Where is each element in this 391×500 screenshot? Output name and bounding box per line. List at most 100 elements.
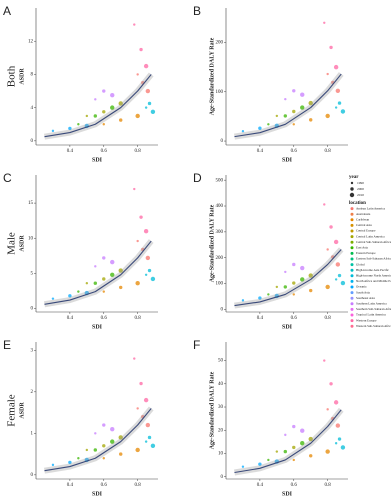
point	[292, 424, 296, 429]
point	[337, 273, 342, 278]
point	[135, 113, 140, 119]
trend-line	[44, 240, 152, 305]
trend-band	[43, 72, 154, 140]
point	[77, 290, 80, 293]
point	[143, 397, 149, 403]
point	[333, 400, 339, 405]
point	[308, 100, 313, 106]
point	[258, 296, 262, 300]
x-tick-label: 0.4	[67, 149, 74, 154]
point	[323, 203, 326, 206]
point	[241, 130, 245, 133]
point	[292, 281, 296, 285]
legend-swatch	[350, 218, 354, 222]
point	[284, 433, 287, 437]
legend-swatch	[350, 207, 354, 211]
x-axis-label: SDI	[92, 157, 103, 163]
point	[136, 407, 139, 410]
point	[150, 276, 156, 282]
point	[337, 437, 342, 441]
point	[292, 445, 296, 450]
panel-letter: B	[193, 4, 201, 18]
y-tick-label: 12	[28, 39, 34, 44]
point	[275, 285, 279, 289]
row-label: Male	[6, 232, 18, 255]
point	[150, 443, 156, 448]
point	[102, 123, 105, 126]
legend-label: High-income North America	[356, 274, 391, 278]
legend-swatch	[350, 212, 354, 216]
legend-label: Caribbean	[356, 218, 370, 222]
y-axis-label: ASDR	[19, 68, 25, 85]
legend-swatch	[350, 257, 354, 261]
point	[147, 268, 152, 273]
point	[102, 277, 106, 281]
point	[300, 277, 305, 282]
x-tick-label: 0.6	[291, 149, 298, 154]
point	[133, 357, 136, 360]
x-axis-label: SDI	[282, 491, 293, 497]
legend-label: Eastern Sub-Saharan Africa	[356, 257, 391, 261]
legend-label: 1990	[357, 181, 364, 185]
y-tick-label: 50	[218, 359, 224, 364]
point	[333, 64, 339, 70]
point	[136, 239, 139, 243]
x-axis-label: SDI	[92, 491, 103, 497]
point	[143, 63, 149, 69]
point	[119, 452, 123, 456]
y-tick-label: 100	[216, 90, 224, 95]
trend-line	[234, 73, 342, 138]
point	[102, 290, 105, 293]
point	[147, 101, 152, 106]
point	[325, 113, 330, 119]
x-tick-label: 0.4	[257, 316, 264, 321]
x-tick-label: 0.4	[257, 149, 264, 154]
point	[258, 462, 262, 466]
point	[150, 109, 156, 114]
point	[102, 423, 106, 427]
point	[326, 72, 329, 76]
legend-swatch	[350, 235, 354, 239]
point	[93, 448, 98, 452]
x-tick-label: 0.6	[291, 483, 298, 488]
point	[334, 278, 338, 281]
point	[329, 225, 333, 229]
point	[85, 281, 89, 285]
legend-label: Western Europe	[356, 318, 377, 322]
point	[102, 457, 105, 460]
point	[135, 447, 140, 453]
y-tick-label: 20	[218, 428, 224, 433]
point	[110, 259, 115, 265]
y-axis-label: Age-Standardized DALY Rate	[209, 37, 215, 115]
y-tick-label: 0	[31, 139, 34, 144]
trend-band	[234, 247, 344, 309]
point	[144, 273, 148, 276]
point	[323, 21, 326, 24]
point	[335, 262, 341, 267]
legend-label: 2010	[357, 193, 364, 197]
point	[334, 442, 338, 445]
point	[284, 270, 287, 274]
point	[241, 465, 245, 468]
point	[309, 288, 313, 293]
point	[139, 47, 143, 52]
point	[267, 458, 270, 462]
legend-label: Australasia	[356, 212, 371, 216]
y-tick-label: 0	[221, 308, 224, 313]
point	[145, 422, 151, 428]
legend-swatch	[350, 240, 354, 244]
trend-band	[233, 407, 344, 476]
y-tick-label: 3	[31, 348, 34, 353]
y-tick-label: 8	[31, 73, 34, 78]
x-axis-label: SDI	[282, 157, 293, 163]
panel-letter: F	[193, 338, 200, 352]
point	[119, 285, 123, 290]
point	[325, 284, 330, 290]
y-axis-label: ASDR	[19, 402, 25, 419]
point	[241, 299, 245, 302]
point	[102, 256, 106, 260]
point	[77, 457, 80, 460]
legend-label: Western Sub-Saharan Africa	[356, 324, 391, 328]
legend-swatch	[350, 307, 354, 311]
trend-line	[44, 408, 152, 472]
